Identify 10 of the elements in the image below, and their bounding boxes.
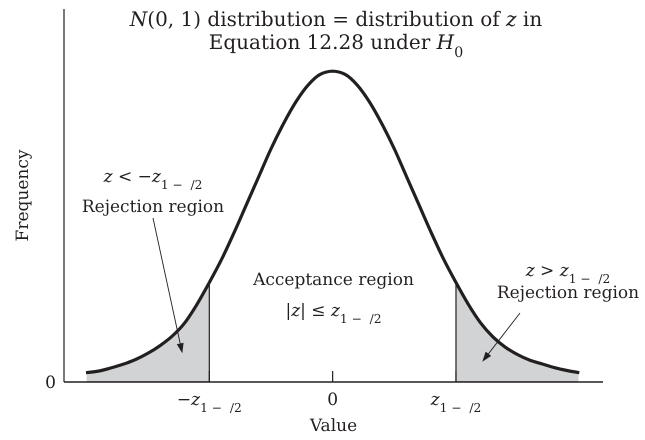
annotation: z > z$_{1 − /2}$ Rejection region (496, 261, 640, 303)
x-tick-label: 0 (327, 390, 338, 410)
y-axis-title: Frequency (13, 149, 33, 242)
x-tick-label: z$_{1 − /2}$ (430, 390, 482, 415)
annotation: Acceptance region |z| ≤ z$_{1 − /2}$ (252, 270, 414, 326)
annotation: z < −z$_{1 − /2}$ Rejection region (82, 167, 224, 217)
x-tick-label: −z$_{1 − /2}$ (176, 390, 242, 415)
x-axis-title: Value (308, 416, 358, 436)
chart-title: N(0, 1) distribution = distribution of z in Equation 12.28 under H$_{0}$ (130, 7, 542, 61)
text: 0 (45, 373, 56, 393)
